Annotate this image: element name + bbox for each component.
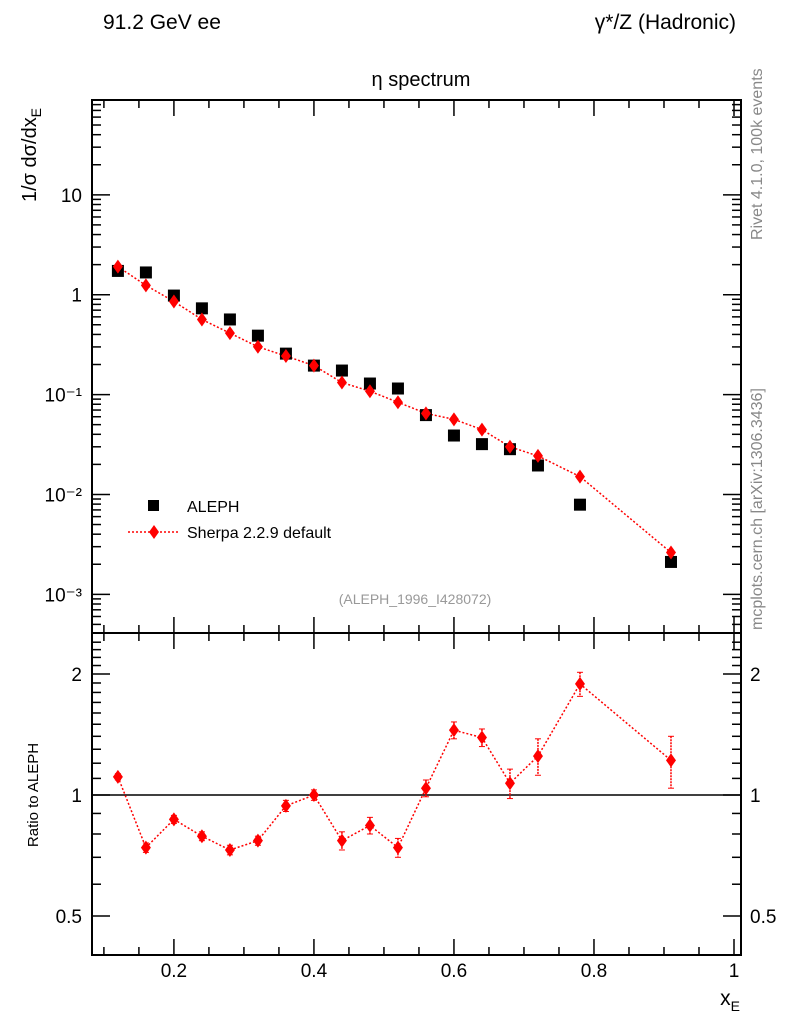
- sherpa-point: [574, 469, 585, 484]
- sherpa-point: [476, 422, 487, 437]
- aleph-point: [664, 555, 677, 568]
- aleph-point: [139, 266, 152, 279]
- x-tick-label: 1: [729, 961, 740, 982]
- header-right: γ*/Z (Hadronic): [595, 11, 736, 34]
- sherpa-point: [665, 545, 676, 560]
- main-plot-frame: [91, 99, 742, 634]
- aleph-point: [475, 438, 488, 451]
- ratio-y-tick-label-right: 1: [750, 786, 761, 807]
- ratio-point: [280, 798, 291, 813]
- sherpa-point: [140, 278, 151, 293]
- legend: ALEPH Sherpa 2.2.9 default: [128, 499, 332, 542]
- sherpa-point: [504, 439, 515, 454]
- plot-title: η spectrum: [372, 69, 471, 91]
- aleph-point: [531, 459, 544, 472]
- y-axis-label-ratio: Ratio to ALEPH: [25, 743, 42, 847]
- aleph-point: [195, 302, 208, 315]
- aleph-point: [391, 382, 404, 395]
- ratio-point: [504, 776, 515, 791]
- mcplots-label: mcplots.cern.ch [arXiv:1306.3436]: [749, 388, 766, 630]
- aleph-point: [363, 377, 376, 390]
- x-tick-label: 0.4: [301, 961, 328, 982]
- sherpa-point: [336, 375, 347, 390]
- sherpa-line: [117, 266, 672, 554]
- rivet-version-label: Rivet 4.1.0, 100k events: [749, 68, 766, 240]
- ratio-point: [140, 840, 151, 855]
- header-left: 91.2 GeV ee: [103, 11, 221, 34]
- ratio-point: [196, 829, 207, 844]
- y-tick-label: 10⁻¹: [45, 386, 83, 407]
- aleph-point: [223, 313, 236, 326]
- sherpa-point: [308, 358, 319, 373]
- y-tick-label: 10⁻³: [45, 585, 83, 606]
- ratio-point: [252, 833, 263, 848]
- y-tick-label: 10: [61, 186, 82, 207]
- legend-aleph-marker: [148, 500, 159, 511]
- sherpa-point: [224, 326, 235, 341]
- ratio-point: [420, 781, 431, 796]
- ratio-point: [476, 730, 487, 745]
- y-tick-label: 1: [71, 286, 82, 307]
- legend-sherpa-label: Sherpa 2.2.9 default: [187, 525, 332, 542]
- ratio-plot-frame: [91, 632, 742, 956]
- sherpa-point: [392, 395, 403, 410]
- sherpa-point: [364, 384, 375, 399]
- aleph-point: [251, 329, 264, 342]
- ratio-point: [336, 833, 347, 848]
- ratio-y-tick-label-right: 0.5: [750, 907, 776, 928]
- ratio-point: [665, 753, 676, 768]
- x-tick-label: 0.6: [441, 961, 467, 982]
- aleph-point: [573, 498, 586, 511]
- sherpa-point: [168, 294, 179, 309]
- sherpa-point: [448, 412, 459, 427]
- ratio-point: [112, 769, 123, 784]
- legend-sherpa-marker: [149, 525, 159, 539]
- analysis-label: (ALEPH_1996_I428072): [339, 591, 492, 607]
- y-tick-label: 10⁻²: [45, 485, 83, 506]
- aleph-point: [447, 429, 460, 442]
- sherpa-point: [196, 312, 207, 327]
- sherpa-point: [280, 349, 291, 364]
- ratio-point: [448, 723, 459, 738]
- x-axis-label: xE: [720, 987, 740, 1014]
- ratio-point: [168, 812, 179, 827]
- ratio-y-tick-label: 0.5: [56, 907, 82, 928]
- legend-aleph-label: ALEPH: [187, 499, 239, 516]
- ratio-point: [364, 818, 375, 833]
- ratio-point: [392, 840, 403, 855]
- x-tick-label: 0.8: [581, 961, 607, 982]
- ratio-y-tick-label-right: 2: [750, 665, 761, 686]
- sherpa-point: [112, 259, 123, 274]
- ratio-point: [532, 749, 543, 764]
- ratio-point: [574, 676, 585, 691]
- sherpa-point: [420, 406, 431, 421]
- ratio-y-tick-label: 1: [71, 786, 82, 807]
- ratio-point: [224, 842, 235, 857]
- aleph-point: [335, 364, 348, 377]
- ratio-line: [117, 682, 672, 851]
- ratio-y-tick-label: 2: [71, 665, 82, 686]
- sherpa-point: [532, 448, 543, 463]
- x-tick-label: 0.2: [161, 961, 187, 982]
- y-axis-label-main: 1/σ dσ/dxE: [19, 108, 44, 202]
- sherpa-point: [252, 339, 263, 354]
- ratio-point: [308, 788, 319, 803]
